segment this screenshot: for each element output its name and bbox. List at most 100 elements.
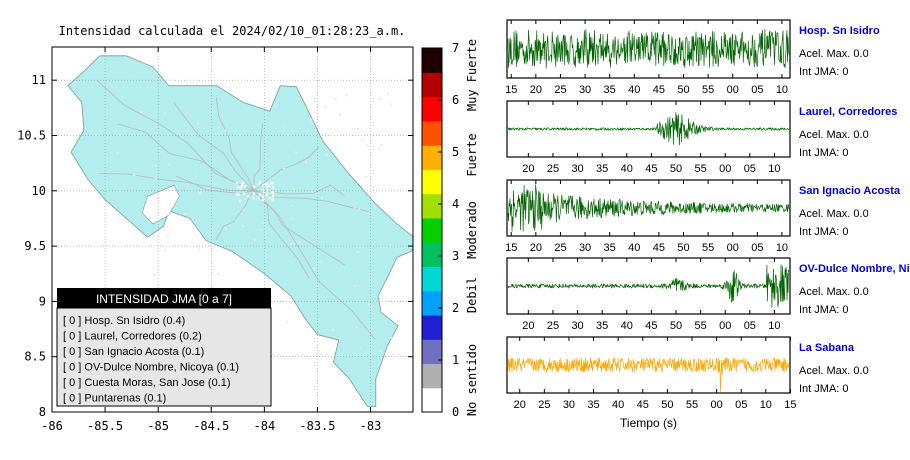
waveform-tick-label: 10	[760, 399, 772, 411]
map-y-tick-label: 8	[39, 405, 46, 419]
waveform-panel: 20 25 30 35 40 45 50 55 00 05 10 15 La Sabana Acel. M…	[506, 336, 869, 430]
waveform-tick-label: 45	[645, 320, 657, 332]
map-y-tick-label: 8.5	[24, 350, 46, 364]
waveform-tick-label: 25	[538, 399, 550, 411]
station-name: Laurel, Corredores	[799, 106, 897, 118]
waveform-panel: 20 25 30 35 40 45 50 55 00 05 10 OV-Dulce Nombre, N…	[506, 257, 910, 332]
intensity-colorbar: 7 6 5 4 3 2 1 0 Muy Fuerte Fuerte Moderado Debil No …	[421, 39, 479, 419]
waveform-tick-label: 15	[784, 399, 796, 411]
waveform-tick-label: 40	[621, 320, 633, 332]
waveform-trace	[507, 28, 790, 69]
waveform-tick-label: 30	[571, 163, 583, 175]
map-y-tick-label: 10	[32, 184, 46, 198]
legend-item: [ 0 ] Laurel, Corredores (0.2)	[63, 331, 202, 343]
waveform-tick-label: 30	[579, 242, 591, 254]
waveform-tick-label: 30	[579, 84, 591, 96]
waveform-tick-label: 00	[719, 163, 731, 175]
map-x-tick-label: -85	[147, 419, 169, 433]
waveform-tick-label: 20	[530, 84, 542, 96]
waveform-tick-label: 20	[522, 320, 534, 332]
waveform-tick-label: 05	[744, 320, 756, 332]
waveform-tick-label: 00	[719, 320, 731, 332]
waveform-tick-label: 50	[670, 163, 682, 175]
colorbar-segment	[422, 363, 442, 389]
colorbar-tick-label: 1	[452, 353, 459, 367]
station-info: Acel. Max. 0.0	[799, 208, 869, 220]
legend-item: [ 0 ] Puntarenas (0.1)	[63, 393, 166, 405]
map-y-tick-label: 9.5	[24, 239, 46, 253]
waveform-tick-label: 30	[563, 399, 575, 411]
waveform-panel: 20 25 30 35 40 45 50 55 00 05 10 Laurel, Corredores…	[506, 100, 897, 175]
waveform-tick-label: 35	[587, 399, 599, 411]
waveform-tick-label: 20	[522, 163, 534, 175]
colorbar-category-label: No sentido	[465, 344, 479, 416]
colorbar-segment	[422, 193, 442, 219]
waveform-trace	[508, 112, 790, 146]
waveform-panel: 15 20 25 30 35 40 45 50 55 00 05 10 Hosp. Sn Isidro A…	[505, 19, 880, 96]
waveform-tick-label: 20	[514, 399, 526, 411]
colorbar-segment	[422, 339, 442, 365]
waveform-tick-label: 45	[653, 242, 665, 254]
colorbar-segment	[422, 387, 442, 413]
legend-item: [ 0 ] OV-Dulce Nombre, Nicoya (0.1)	[63, 362, 239, 374]
legend-item: [ 0 ] Hosp. Sn Isidro (0.4)	[63, 315, 185, 327]
waveform-tick-label: 25	[554, 242, 566, 254]
colorbar-category-label: Debil	[465, 277, 479, 313]
waveform-tick-label: 55	[702, 242, 714, 254]
intensity-legend: INTENSIDAD JMA [0 a 7] [ 0 ] Hosp. Sn Isi…	[56, 288, 272, 407]
colorbar-tick-label: 4	[452, 197, 459, 211]
waveform-trace	[507, 264, 790, 308]
colorbar-category-label: Muy Fuerte	[465, 39, 479, 111]
waveform-tick-label: 15	[505, 242, 517, 254]
station-name: Hosp. Sn Isidro	[799, 25, 880, 37]
waveform-tick-label: 40	[612, 399, 624, 411]
map-y-tick-label: 9	[39, 294, 46, 308]
waveform-tick-label: 25	[547, 163, 559, 175]
station-info: Int JMA: 0	[799, 66, 849, 78]
waveform-trace	[507, 184, 790, 232]
colorbar-segment	[422, 96, 442, 122]
station-info: Int JMA: 0	[799, 383, 849, 395]
station-info: Acel. Max. 0.0	[799, 286, 869, 298]
colorbar-tick-label: 0	[452, 405, 459, 419]
waveform-tick-label: 25	[554, 84, 566, 96]
waveform-tick-label: 55	[694, 320, 706, 332]
waveform-tick-label: 55	[702, 84, 714, 96]
waveform-tick-label: 10	[768, 320, 780, 332]
waveform-tick-label: 35	[604, 242, 616, 254]
map-x-tick-label: -85.5	[87, 419, 123, 433]
waveform-tick-label: 45	[637, 399, 649, 411]
waveform-tick-label: 40	[628, 242, 640, 254]
waveform-tick-label: 15	[505, 84, 517, 96]
waveform-tick-label: 20	[530, 242, 542, 254]
station-name: La Sabana	[799, 342, 855, 354]
waveform-tick-label: 50	[661, 399, 673, 411]
colorbar-segment	[422, 120, 442, 146]
waveform-trace	[507, 357, 790, 392]
waveform-tick-label: 35	[596, 320, 608, 332]
waveform-tick-label: 10	[776, 242, 788, 254]
waveform-tick-label: 00	[727, 84, 739, 96]
map-x-tick-label: -86	[41, 419, 63, 433]
waveform-x-axis-label: Tiempo (s)	[620, 416, 677, 430]
waveform-tick-label: 50	[677, 84, 689, 96]
colorbar-tick-label: 5	[452, 145, 459, 159]
waveform-tick-label: 45	[645, 163, 657, 175]
waveform-tick-label: 10	[776, 84, 788, 96]
waveform-tick-label: 40	[628, 84, 640, 96]
station-info: Acel. Max. 0.0	[799, 365, 869, 377]
station-name: San Ignacio Acosta	[799, 185, 901, 197]
colorbar-segment	[422, 242, 442, 267]
station-info: Acel. Max. 0.0	[799, 129, 869, 141]
colorbar-tick-label: 3	[452, 249, 459, 263]
waveform-tick-label: 05	[751, 242, 763, 254]
colorbar-tick-label: 2	[452, 301, 459, 315]
waveform-tick-label: 00	[727, 242, 739, 254]
map-y-tick-label: 11	[32, 73, 46, 87]
legend-item: [ 0 ] Cuesta Moras, San Jose (0.1)	[63, 377, 231, 389]
waveform-tick-label: 40	[621, 163, 633, 175]
station-name: OV-Dulce Nombre, Nicoya	[799, 263, 910, 275]
waveform-tick-label: 55	[694, 163, 706, 175]
colorbar-segment	[422, 169, 442, 195]
